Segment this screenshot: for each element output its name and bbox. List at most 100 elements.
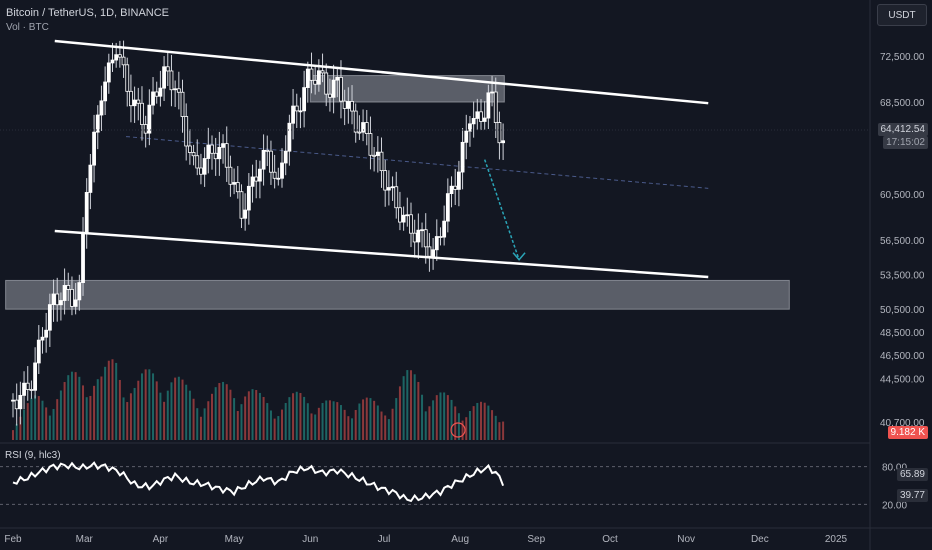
candle-body bbox=[88, 164, 93, 193]
volume-bar bbox=[336, 402, 339, 440]
x-tick-label: Oct bbox=[602, 534, 618, 545]
volume-bar bbox=[100, 376, 103, 440]
candle-body bbox=[125, 64, 130, 92]
x-tick-label: Sep bbox=[527, 534, 545, 545]
volume-bar bbox=[362, 399, 365, 440]
volume-bar bbox=[432, 400, 435, 440]
candle-body bbox=[246, 185, 251, 211]
candle-body bbox=[191, 152, 196, 157]
candle-body bbox=[158, 87, 163, 97]
volume-bar bbox=[306, 403, 309, 440]
x-tick-label: Aug bbox=[451, 534, 469, 545]
x-tick-label: Mar bbox=[76, 534, 94, 545]
currency-button[interactable]: USDT bbox=[877, 4, 927, 26]
candle-body bbox=[206, 144, 211, 159]
candle-body bbox=[180, 91, 185, 117]
candle-body bbox=[162, 66, 166, 89]
y-tick-label: 46,500.00 bbox=[880, 351, 925, 362]
candle-body bbox=[280, 162, 284, 179]
volume-bar bbox=[365, 397, 368, 440]
volume-bar bbox=[185, 384, 188, 440]
x-tick-label: Apr bbox=[153, 534, 169, 545]
candle-body bbox=[151, 91, 155, 106]
volume-bar bbox=[78, 376, 81, 440]
volume-bar bbox=[48, 415, 51, 440]
upper-trend-line bbox=[54, 39, 709, 105]
volume-bar bbox=[281, 409, 284, 440]
volume-bar bbox=[299, 393, 302, 440]
candle-body bbox=[482, 117, 487, 122]
candle-body bbox=[486, 92, 491, 119]
candle-body bbox=[309, 68, 314, 81]
candle-body bbox=[95, 114, 100, 133]
volume-bar bbox=[203, 408, 206, 440]
y-tick-label: 56,500.00 bbox=[880, 236, 925, 247]
candle-body bbox=[364, 122, 369, 134]
y-tick-label: 72,500.00 bbox=[880, 52, 925, 63]
x-tick-label: Nov bbox=[677, 534, 695, 545]
volume-bar bbox=[332, 401, 335, 440]
volume-bar bbox=[129, 393, 132, 440]
forecast-arrow-head bbox=[512, 252, 526, 261]
volume-bar bbox=[406, 370, 409, 440]
candle-body bbox=[11, 399, 15, 402]
volume-bar bbox=[41, 400, 44, 440]
candle-body bbox=[217, 146, 222, 160]
volume-bar bbox=[483, 402, 486, 440]
volume-bar bbox=[428, 406, 431, 440]
volume-bar bbox=[277, 416, 280, 440]
volume-bar bbox=[424, 411, 427, 440]
volume-bar bbox=[439, 392, 442, 440]
candle-body bbox=[106, 62, 111, 83]
volume-bar bbox=[104, 366, 107, 440]
candle-body bbox=[368, 133, 373, 156]
volume-bar bbox=[465, 417, 468, 440]
candle-body bbox=[132, 99, 137, 107]
volume-bar bbox=[457, 413, 460, 440]
candle-body bbox=[442, 220, 447, 238]
candle-body bbox=[305, 68, 310, 88]
y-tick-label: 48,500.00 bbox=[880, 328, 925, 339]
volume-bar bbox=[222, 381, 225, 440]
volume-bar bbox=[491, 410, 494, 440]
volume-bar bbox=[314, 414, 317, 440]
volume-bar bbox=[137, 380, 140, 440]
volume-bar bbox=[468, 411, 471, 440]
candle-body bbox=[291, 105, 295, 124]
candle-body bbox=[110, 59, 115, 64]
candle-body bbox=[239, 191, 244, 219]
candle-body bbox=[199, 167, 203, 175]
candle-body bbox=[257, 168, 262, 182]
candle-body bbox=[40, 336, 45, 341]
volume-bar bbox=[15, 423, 18, 440]
candle-body bbox=[434, 236, 439, 251]
candle-body bbox=[187, 145, 192, 153]
candle-body bbox=[353, 110, 358, 133]
volume-bar bbox=[107, 360, 110, 440]
candle-body bbox=[302, 87, 307, 112]
volume-bar bbox=[398, 386, 401, 440]
volume-bar bbox=[115, 362, 118, 440]
y-tick-label: 68,500.00 bbox=[880, 98, 925, 109]
candle-body bbox=[379, 151, 384, 172]
candle-body bbox=[213, 152, 218, 160]
volume-bar bbox=[502, 421, 505, 440]
volume-bar bbox=[284, 402, 287, 440]
candle-body bbox=[221, 143, 225, 148]
candle-body bbox=[324, 72, 329, 95]
y-tick-label: 50,500.00 bbox=[880, 305, 925, 316]
candle-body bbox=[136, 99, 141, 104]
volume-bar bbox=[163, 401, 166, 440]
candle-body bbox=[55, 293, 60, 306]
rsi-value-label: 65.89 bbox=[896, 468, 928, 481]
volume-bar bbox=[413, 374, 416, 440]
candle-body bbox=[283, 150, 288, 164]
candle-body bbox=[202, 158, 207, 175]
candle-body bbox=[328, 93, 332, 98]
volume-bar bbox=[321, 403, 324, 440]
volume-bar bbox=[376, 405, 379, 440]
candle-body bbox=[84, 192, 89, 234]
candle-body bbox=[140, 102, 144, 125]
volume-bar bbox=[174, 377, 177, 440]
